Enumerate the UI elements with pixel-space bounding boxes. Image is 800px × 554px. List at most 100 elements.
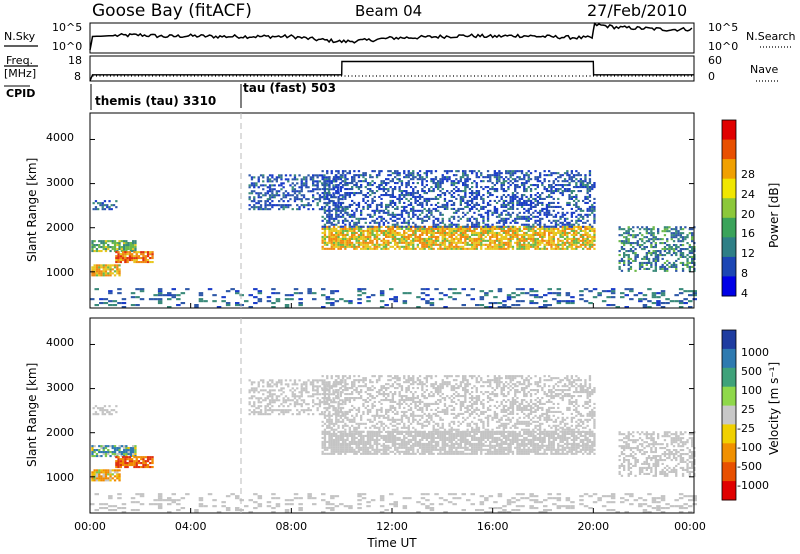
power-echo-cell — [323, 190, 327, 193]
power-echo-cell — [407, 229, 410, 232]
power-echo-cell — [509, 239, 512, 242]
power-echo-cell — [534, 247, 537, 250]
power-echo-cell — [450, 223, 453, 226]
power-echo-cell — [101, 206, 104, 209]
power-echo-cell — [133, 257, 136, 260]
power-echo-cell — [515, 304, 521, 307]
power-echo-cell — [271, 176, 274, 179]
power-echo-cell — [520, 197, 524, 200]
power-echo-cell — [391, 219, 394, 222]
power-echo-cell — [387, 235, 390, 238]
power-echo-cell — [282, 200, 285, 203]
power-echo-cell — [575, 219, 578, 222]
power-echo-cell — [652, 252, 655, 255]
power-echo-cell — [337, 195, 340, 198]
power-echo-cell — [125, 244, 128, 247]
power-echo-cell — [566, 225, 569, 228]
velocity-echo-cell — [91, 447, 94, 450]
power-echo-cell — [514, 197, 517, 200]
power-echo-cell — [378, 170, 381, 173]
power-echo-cell — [357, 288, 362, 291]
power-echo-cell — [579, 180, 582, 183]
power-echo-cell — [464, 192, 467, 195]
power-echo-cell — [389, 245, 392, 248]
power-echo-cell — [543, 213, 546, 216]
power-echo-cell — [509, 184, 512, 187]
power-echo-cell — [688, 290, 693, 293]
power-echo-cell — [480, 180, 483, 183]
power-echo-cell — [572, 180, 576, 183]
power-echo-cell — [561, 227, 564, 230]
power-echo-cell — [529, 294, 534, 297]
power-echo-cell — [412, 221, 415, 224]
velocity-echo-cell — [95, 471, 99, 474]
power-echo-cell — [688, 294, 693, 297]
power-echo-cell — [620, 246, 624, 249]
power-echo-cell — [500, 245, 503, 248]
velocity-echo-cell — [124, 466, 127, 469]
power-echo-cell — [259, 206, 263, 209]
power-echo-cell — [339, 178, 342, 181]
velocity-echo-cell — [337, 430, 340, 433]
power-echo-cell — [681, 240, 685, 243]
power-echo-cell — [328, 237, 331, 240]
power-echo-cell — [443, 192, 447, 195]
power-echo-cell — [437, 194, 440, 197]
power-echo-cell — [130, 296, 136, 299]
power-echo-cell — [525, 233, 528, 236]
power-echo-cell — [353, 233, 356, 236]
freq-panel-frame — [89, 55, 695, 82]
power-echo-cell — [398, 237, 401, 240]
power-echo-cell — [385, 247, 388, 250]
power-echo-cell — [432, 180, 435, 183]
power-echo-cell — [471, 199, 474, 202]
power-echo-cell — [516, 192, 519, 195]
power-echo-cell — [591, 235, 594, 238]
power-echo-cell — [507, 217, 510, 220]
power-echo-cell — [337, 247, 340, 250]
power-echo-cell — [623, 254, 626, 257]
power-echo-cell — [344, 211, 347, 214]
power-echo-cell — [284, 194, 288, 197]
power-echo-cell — [468, 247, 472, 250]
power-echo-cell — [668, 250, 671, 253]
power-echo-cell — [438, 298, 444, 301]
velocity-echo-cell — [373, 438, 376, 441]
velocity-echo-cell — [135, 460, 138, 463]
power-echo-cell — [116, 268, 119, 271]
power-echo-cell — [407, 184, 410, 187]
velocity-echo-cell — [375, 450, 379, 453]
power-echo-cell — [650, 238, 653, 241]
power-echo-cell — [480, 215, 483, 218]
power-echo-cell — [446, 227, 449, 230]
power-echo-cell — [516, 231, 519, 234]
velocity-echo-cell — [100, 475, 103, 478]
power-echo-cell — [462, 174, 465, 177]
power-echo-cell — [326, 227, 329, 230]
velocity-echo-cell — [328, 452, 331, 455]
power-echo-cell — [575, 170, 578, 173]
power-echo-cell — [532, 239, 535, 242]
power-echo-cell — [337, 201, 340, 204]
velocity-echo-cell — [312, 395, 315, 398]
power-echo-cell — [545, 188, 549, 191]
power-echo-cell — [102, 268, 105, 271]
power-echo-cell — [568, 184, 571, 187]
power-echo-cell — [471, 172, 474, 175]
power-echo-cell — [509, 233, 512, 236]
power-echo-cell — [550, 247, 553, 250]
power-cbar-tick-20: 20 — [741, 208, 755, 221]
power-echo-cell — [307, 208, 310, 211]
power-echo-cell — [428, 207, 431, 210]
power-echo-cell — [323, 188, 327, 191]
power-echo-cell — [421, 188, 424, 191]
velocity-echo-cell — [362, 446, 365, 449]
power-echo-cell — [120, 240, 123, 243]
power-echo-cell — [278, 190, 281, 193]
velocity-echo-cell — [95, 477, 99, 480]
power-echo-cell — [355, 225, 358, 228]
power-echo-cell — [675, 259, 678, 262]
power-echo-cell — [409, 207, 413, 210]
power-echo-cell — [330, 209, 333, 212]
power-echo-cell — [278, 194, 281, 197]
